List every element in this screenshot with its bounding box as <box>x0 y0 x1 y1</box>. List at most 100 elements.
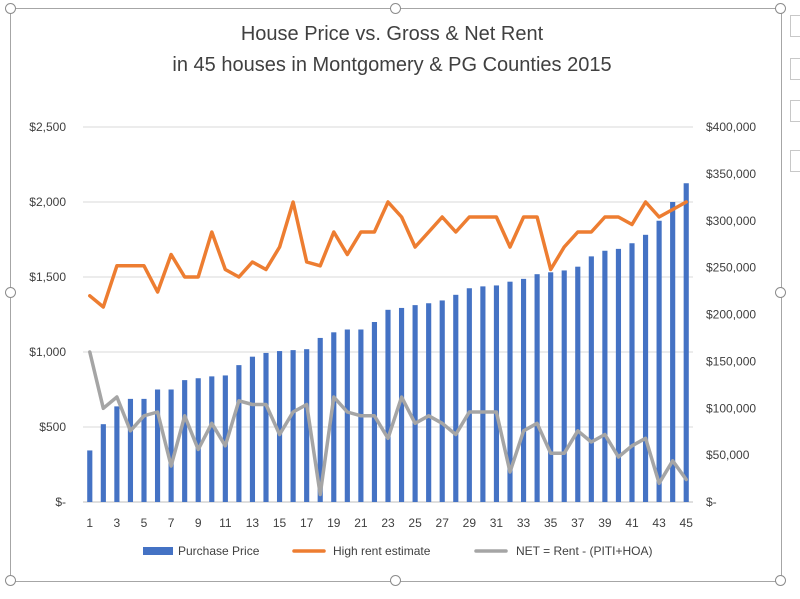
bar-purchase-price <box>466 288 472 502</box>
resize-handle-bottom-left[interactable] <box>5 575 16 586</box>
y-left-tick-label: $2,500 <box>29 120 66 134</box>
bar-purchase-price <box>317 337 323 502</box>
x-tick-label: 7 <box>168 516 175 530</box>
bar-purchase-price <box>371 322 378 502</box>
bar-purchase-price <box>331 332 337 502</box>
x-tick-label: 39 <box>598 516 612 530</box>
x-tick-label: 45 <box>680 516 694 530</box>
y-right-tick-label: $150,000 <box>706 354 756 368</box>
y-left-tick-label: $2,000 <box>29 195 66 209</box>
bar-purchase-price <box>683 183 689 502</box>
bar-purchase-price <box>249 356 256 502</box>
chart-title-line-2: in 45 houses in Montgomery & PG Counties… <box>172 54 611 76</box>
x-tick-label: 17 <box>300 516 314 530</box>
bar-purchase-price <box>534 274 540 502</box>
bar-purchase-price <box>385 309 391 502</box>
bar-purchase-price <box>100 424 106 502</box>
x-tick-label: 15 <box>273 516 287 530</box>
x-tick-label: 3 <box>114 516 121 530</box>
resize-handle-bottom-right[interactable] <box>775 575 786 586</box>
bar-purchase-price <box>493 285 500 502</box>
x-tick-label: 21 <box>354 516 368 530</box>
bar-purchase-price <box>236 365 242 502</box>
y-right-tick-label: $300,000 <box>706 214 756 228</box>
bar-purchase-price <box>127 398 134 502</box>
bar-purchase-price <box>209 376 215 502</box>
bar-purchase-price <box>182 380 188 502</box>
x-tick-label: 35 <box>544 516 558 530</box>
y-left-tick-label: $- <box>55 495 66 509</box>
x-tick-label: 31 <box>490 516 504 530</box>
x-tick-label: 43 <box>652 516 666 530</box>
bar-purchase-price <box>154 389 161 502</box>
chart-filters-button[interactable] <box>790 100 800 122</box>
x-tick-label: 1 <box>86 516 93 530</box>
bar-purchase-price <box>263 352 269 502</box>
bar-purchase-price <box>629 243 635 502</box>
bar-purchase-price <box>426 303 432 502</box>
x-tick-label: 37 <box>571 516 585 530</box>
chart-area[interactable] <box>10 8 782 582</box>
bar-purchase-price <box>304 349 310 502</box>
y-right-tick-label: $50,000 <box>706 448 750 462</box>
x-tick-label: 33 <box>517 516 531 530</box>
x-tick-label: 27 <box>436 516 450 530</box>
resize-handle-bottom-center[interactable] <box>390 575 401 586</box>
bar-purchase-price <box>168 389 174 502</box>
bar-purchase-price <box>480 286 486 502</box>
y-left-tick-label: $1,500 <box>29 270 66 284</box>
bar-purchase-price <box>575 266 581 502</box>
y-right-tick-label: $- <box>706 495 717 509</box>
line-net-rent <box>88 350 688 497</box>
legend-swatch-purchase-price <box>143 547 173 555</box>
resize-handle-middle-left[interactable] <box>5 287 16 298</box>
bar-purchase-price <box>561 270 567 502</box>
bar-purchase-price <box>520 278 527 502</box>
y-left-tick-label: $500 <box>39 420 66 434</box>
resize-handle-top-center[interactable] <box>390 3 401 14</box>
x-tick-label: 13 <box>246 516 260 530</box>
resize-handle-top-right[interactable] <box>775 3 786 14</box>
legend-label: High rent estimate <box>333 544 431 558</box>
x-tick-label: 29 <box>463 516 477 530</box>
y-left-tick-label: $1,000 <box>29 345 66 359</box>
bar-purchase-price <box>276 351 283 502</box>
legend-label: Purchase Price <box>178 544 260 558</box>
bar-purchase-price <box>412 305 418 502</box>
bar-purchase-price <box>141 398 147 502</box>
bar-purchase-price <box>548 272 554 502</box>
bar-purchase-price <box>398 307 405 502</box>
y-right-tick-label: $350,000 <box>706 167 756 181</box>
bar-purchase-price <box>656 220 662 502</box>
chart-title-line-1: House Price vs. Gross & Net Rent <box>241 23 544 45</box>
bar-purchase-price <box>114 406 120 502</box>
x-tick-label: 41 <box>625 516 639 530</box>
bar-purchase-price <box>195 378 201 502</box>
bar-purchase-price <box>439 300 445 502</box>
bar-purchase-price <box>344 329 350 502</box>
chart-elements-button[interactable] <box>790 15 800 37</box>
x-tick-label: 5 <box>141 516 148 530</box>
bar-purchase-price <box>642 234 649 502</box>
x-tick-label: 25 <box>408 516 422 530</box>
resize-handle-middle-right[interactable] <box>775 287 786 298</box>
x-tick-label: 9 <box>195 516 202 530</box>
legend-label: NET = Rent - (PITI+HOA) <box>516 544 652 558</box>
bar-purchase-price <box>588 256 594 502</box>
x-tick-label: 23 <box>381 516 395 530</box>
y-right-tick-label: $200,000 <box>706 308 756 322</box>
line-high-rent-estimate <box>88 200 688 309</box>
bar-purchase-price <box>602 250 608 502</box>
resize-handle-top-left[interactable] <box>5 3 16 14</box>
bar-purchase-price <box>670 202 676 502</box>
y-right-tick-label: $400,000 <box>706 120 756 134</box>
x-tick-label: 11 <box>219 516 232 530</box>
bar-purchase-price <box>87 450 93 502</box>
x-tick-label: 19 <box>327 516 341 530</box>
chart-styles-button[interactable] <box>790 58 800 80</box>
chart-options-button[interactable] <box>790 150 800 172</box>
bar-purchase-price <box>290 350 296 502</box>
bar-purchase-price <box>507 281 513 502</box>
bar-purchase-price <box>453 294 459 502</box>
